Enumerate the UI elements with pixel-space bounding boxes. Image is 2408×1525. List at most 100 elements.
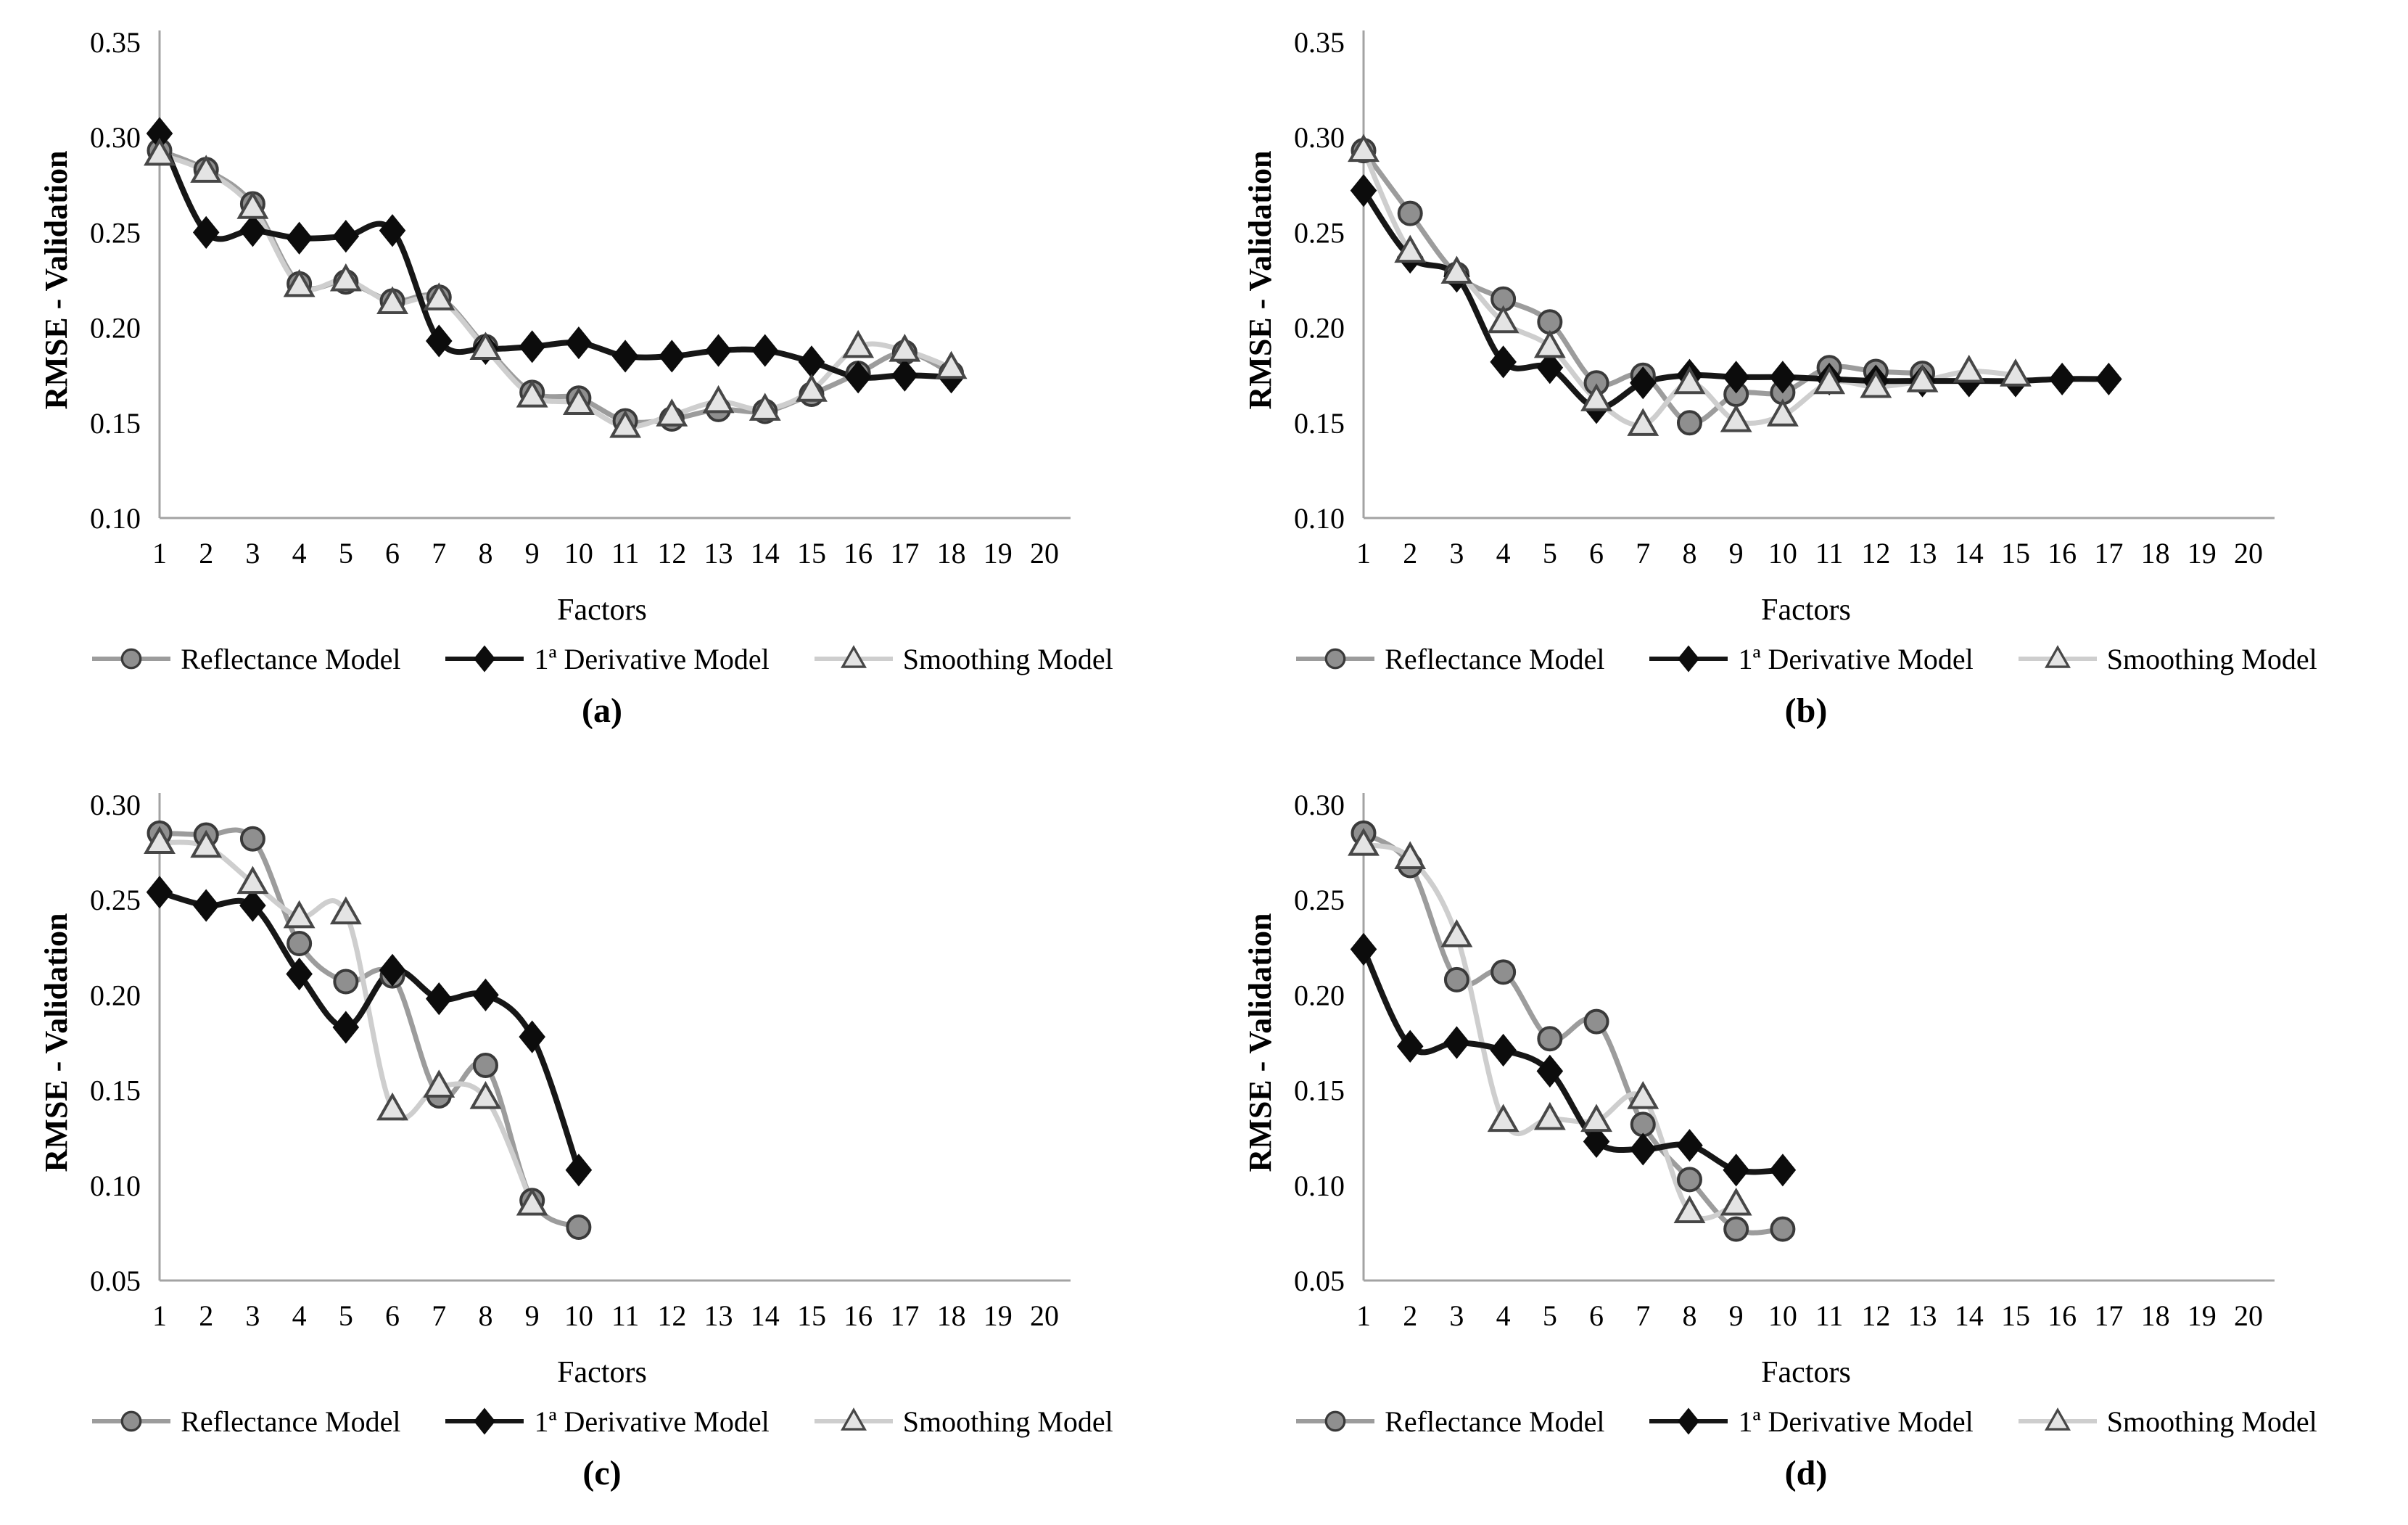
marker-triangle [702,385,735,414]
legend-item-smoothing: Smoothing Model [813,642,1113,676]
x-tick-label: 9 [525,537,540,570]
marker-circle [1324,648,1346,670]
marker-diamond [1629,366,1657,400]
marker-triangle [888,334,921,362]
y-tick-label: 0.15 [1294,407,1345,440]
legend-item-reflectance: Reflectance Model [1295,642,1604,676]
marker-diamond [472,978,499,1011]
marker-diamond [286,957,313,991]
x-tick-label: 3 [245,537,260,570]
x-tick-label: 4 [1496,1299,1511,1332]
marker-triangle [1487,1103,1520,1133]
marker-triangle [1860,369,1892,398]
marker-diamond [1769,361,1797,394]
x-tick-label: 15 [797,1299,826,1332]
derivative-marker-icon [1649,645,1728,673]
x-tick-label: 10 [1768,537,1797,570]
marker-diamond [1490,1033,1517,1067]
smoothing-marker-icon [814,1407,893,1431]
marker-diamond [891,358,918,392]
derivative-marker-icon [445,1407,524,1435]
series-markers-smoothing [1348,133,2032,436]
marker-circle [1324,1410,1346,1432]
marker-triangle [1673,366,1706,395]
y-tick-label: 0.35 [90,26,141,59]
x-tick-label: 20 [1030,1299,1059,1332]
marker-triangle [516,379,548,408]
x-tick-label: 1 [152,1299,167,1332]
marker-triangle [376,1092,408,1121]
y-tick-labels: 0.10 0.15 0.20 0.25 0.30 0.35 [1294,26,1345,535]
x-tick-label: 12 [1861,537,1890,570]
x-tick-label: 11 [611,537,640,570]
legend-label-derivative: 1ª Derivative Model [534,1405,770,1438]
x-tick-label: 13 [1908,537,1937,570]
x-tick-label: 8 [478,537,492,570]
marker-circle [1490,959,1517,985]
y-tick-labels: 0.05 0.10 0.15 0.20 0.25 0.30 [1294,789,1345,1297]
x-tick-label: 9 [1729,537,1744,570]
x-tick-label: 20 [1030,537,1059,570]
marker-triangle [1627,1081,1659,1109]
legend-label-reflectance: Reflectance Model [1385,1405,1605,1438]
marker-triangle [1720,404,1752,432]
marker-diamond [474,645,496,673]
marker-diamond [705,334,732,367]
legend-item-reflectance: Reflectance Model [1295,1405,1604,1439]
reflectance-marker-icon [1296,1410,1375,1432]
series-markers-smoothing [144,137,968,438]
x-tick-label: 2 [199,1299,213,1332]
x-axis-title: Factors [557,593,647,627]
marker-triangle [190,155,223,183]
y-tick-label: 0.20 [1294,312,1345,345]
legend-c: Reflectance Model 1ª Derivative Model Sm… [91,1402,1113,1440]
series-markers-derivative [146,876,593,1187]
y-tick-label: 0.10 [90,502,141,535]
legend-item-smoothing: Smoothing Model [2017,642,2317,676]
marker-triangle [423,1069,455,1098]
x-tick-label: 19 [2188,1299,2217,1332]
marker-triangle [2044,1407,2071,1431]
x-tick-label: 14 [1955,1299,1984,1332]
x-tick-label: 20 [2234,1299,2263,1332]
x-tick-label: 17 [890,537,919,570]
legend-label-derivative: 1ª Derivative Model [534,642,770,675]
x-tick-label: 18 [937,537,966,570]
marker-circle [120,1410,142,1432]
legend-item-derivative: 1ª Derivative Model [444,642,770,676]
x-tick-label: 17 [2094,1299,2123,1332]
marker-circle [239,826,265,852]
x-tick-label: 8 [1682,1299,1696,1332]
panel-c: 0.05 0.10 0.15 0.20 0.25 0.30 1 2 3 4 5 6 7 8 9 10 11 12 1… [0,762,1204,1525]
marker-triangle [236,191,269,219]
marker-triangle [609,410,642,438]
marker-triangle [1627,408,1659,436]
marker-triangle [1673,1195,1706,1224]
marker-diamond [239,889,266,922]
marker-diamond [2048,362,2076,396]
marker-triangle [236,866,269,895]
x-tick-label: 5 [1543,1299,1557,1332]
x-tick-label: 9 [525,1299,540,1332]
derivative-marker-icon [1649,1407,1728,1435]
x-tick-label: 19 [984,1299,1013,1332]
derivative-marker-icon [445,645,524,673]
marker-triangle [840,645,867,668]
x-tick-label: 2 [1403,1299,1417,1332]
x-tick-label: 6 [385,1299,400,1332]
marker-diamond [1490,345,1517,379]
x-tick-labels: 1 2 3 4 5 6 7 8 9 10 11 12 13 14 15 16 17 18 19 20 [1356,537,2263,570]
x-tick-label: 18 [2141,1299,2170,1332]
legend-a: Reflectance Model 1ª Derivative Model Sm… [91,640,1113,678]
legend-label-reflectance: Reflectance Model [181,642,401,675]
marker-diamond [1350,932,1377,966]
reflectance-marker-icon [1296,648,1375,670]
x-tick-label: 2 [1403,537,1417,570]
x-tick-label: 8 [1682,537,1696,570]
y-axis-title: RMSE - Validation [1242,151,1278,410]
legend-item-derivative: 1ª Derivative Model [1648,1405,1974,1439]
y-tick-label: 0.20 [90,312,141,345]
marker-diamond [192,889,220,922]
marker-circle [1583,1008,1609,1035]
